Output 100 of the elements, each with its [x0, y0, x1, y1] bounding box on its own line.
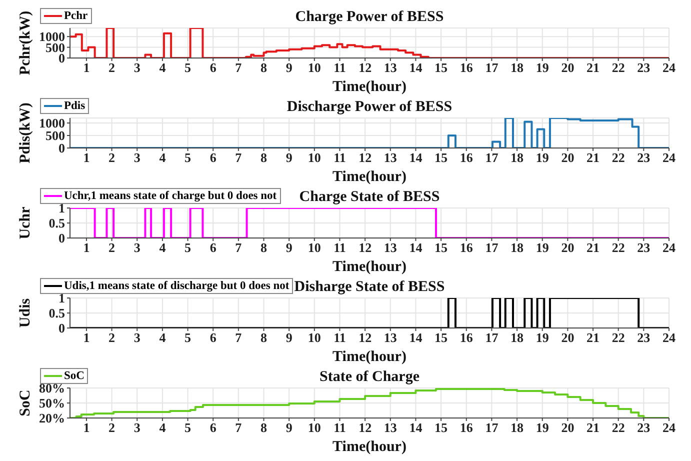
x-tick-label: 6 — [210, 60, 217, 76]
x-tick-label: 15 — [434, 330, 448, 346]
x-tick-label: 7 — [235, 420, 242, 436]
x-tick-label: 5 — [184, 240, 192, 256]
x-tick-label: 16 — [460, 330, 474, 346]
x-tick-label: 3 — [134, 150, 141, 166]
y-axis-title: Pdis(kW) — [18, 102, 34, 164]
x-tick-label: 4 — [159, 420, 166, 436]
x-tick-label: 8 — [260, 240, 268, 256]
x-tick-label: 17 — [485, 150, 499, 166]
y-tick-label: 0.5 — [48, 306, 66, 321]
x-tick-label: 2 — [108, 330, 116, 346]
x-tick-label: 21 — [586, 60, 600, 76]
x-tick-label: 16 — [460, 420, 474, 436]
x-tick-label: 8 — [260, 420, 268, 436]
x-tick-label: 22 — [612, 330, 625, 346]
x-tick-label: 12 — [358, 330, 372, 346]
x-tick-label: 1 — [83, 60, 90, 76]
x-tick-label: 6 — [210, 240, 217, 256]
legend-label: Udis,1 means state of discharge but 0 does not — [63, 279, 290, 293]
y-tick-label: 1 — [58, 200, 65, 216]
x-tick-label: 11 — [334, 330, 346, 346]
x-tick-label: 9 — [286, 330, 293, 346]
x-tick-label: 10 — [308, 150, 321, 166]
x-tick-label: 13 — [384, 150, 398, 166]
x-tick-label: 23 — [637, 330, 651, 346]
x-tick-label: 24 — [662, 420, 676, 436]
x-tick-label: 1 — [83, 150, 90, 166]
x-tick-label: 11 — [334, 60, 346, 76]
x-tick-label: 2 — [108, 150, 116, 166]
x-tick-label: 18 — [510, 330, 524, 346]
x-tick-label: 9 — [286, 240, 293, 256]
x-tick-label: 17 — [485, 330, 499, 346]
y-tick-label: 0.5 — [48, 216, 66, 231]
x-axis-title: Time(hour) — [332, 169, 408, 186]
x-tick-label: 23 — [637, 150, 651, 166]
x-tick-label: 5 — [184, 330, 192, 346]
x-tick-label: 14 — [409, 420, 423, 436]
x-tick-label: 2 — [108, 60, 116, 76]
y-tick-label: 0 — [58, 230, 65, 246]
x-tick-label: 7 — [235, 330, 242, 346]
x-tick-label: 17 — [485, 420, 499, 436]
x-tick-label: 18 — [510, 240, 524, 256]
x-tick-label: 11 — [334, 240, 346, 256]
x-tick-label: 21 — [586, 420, 600, 436]
x-tick-label: 5 — [184, 420, 192, 436]
x-tick-label: 10 — [308, 240, 321, 256]
x-tick-label: 13 — [384, 240, 398, 256]
x-tick-label: 14 — [409, 330, 423, 346]
x-tick-label: 7 — [235, 240, 242, 256]
y-tick-label: 1 — [58, 290, 65, 306]
x-tick-label: 4 — [159, 240, 166, 256]
legend-label: Uchr,1 means state of charge but 0 does not — [63, 189, 277, 203]
x-tick-label: 7 — [235, 150, 242, 166]
x-tick-label: 16 — [460, 150, 474, 166]
chart-title: Charge Power of BESS — [295, 9, 444, 25]
y-tick-label: 0 — [58, 140, 65, 156]
x-tick-label: 9 — [286, 150, 293, 166]
y-axis-title: Pchr(kW) — [18, 10, 34, 76]
x-tick-label: 3 — [134, 420, 141, 436]
x-tick-label: 6 — [210, 330, 217, 346]
x-tick-label: 8 — [260, 150, 268, 166]
x-tick-label: 12 — [358, 240, 372, 256]
x-tick-label: 20 — [561, 330, 574, 346]
x-tick-label: 4 — [159, 150, 166, 166]
y-tick-label: 80% — [39, 380, 65, 396]
y-tick-label: 20% — [39, 410, 65, 426]
y-tick-label: 500 — [46, 128, 65, 144]
x-tick-label: 10 — [308, 330, 321, 346]
x-tick-label: 10 — [308, 60, 321, 76]
x-tick-label: 12 — [358, 150, 372, 166]
x-tick-label: 24 — [662, 60, 676, 76]
x-axis-title: Time(hour) — [332, 439, 408, 456]
x-tick-label: 19 — [536, 240, 550, 256]
x-tick-label: 14 — [409, 60, 423, 76]
x-tick-label: 21 — [586, 240, 600, 256]
x-tick-label: 5 — [184, 150, 192, 166]
x-tick-label: 2 — [108, 420, 116, 436]
x-tick-label: 5 — [184, 60, 192, 76]
y-tick-label: 0 — [58, 320, 65, 336]
x-tick-label: 13 — [384, 330, 398, 346]
x-tick-label: 18 — [510, 150, 524, 166]
x-tick-label: 15 — [434, 60, 448, 76]
x-tick-label: 22 — [612, 420, 625, 436]
x-tick-label: 9 — [286, 60, 293, 76]
x-tick-label: 15 — [434, 420, 448, 436]
x-tick-label: 4 — [159, 60, 166, 76]
x-tick-label: 19 — [536, 420, 550, 436]
x-tick-label: 3 — [134, 330, 141, 346]
y-tick-label: 50% — [39, 396, 65, 411]
chart-title: Disharge State of BESS — [294, 279, 445, 295]
x-tick-label: 23 — [637, 240, 651, 256]
x-tick-label: 1 — [83, 330, 90, 346]
x-tick-label: 19 — [536, 60, 550, 76]
y-axis-title: Udis — [18, 298, 34, 328]
x-tick-label: 6 — [210, 420, 217, 436]
x-tick-label: 20 — [561, 420, 574, 436]
chart-title: Charge State of BESS — [299, 189, 440, 205]
x-tick-label: 12 — [358, 60, 372, 76]
x-tick-label: 11 — [334, 150, 346, 166]
